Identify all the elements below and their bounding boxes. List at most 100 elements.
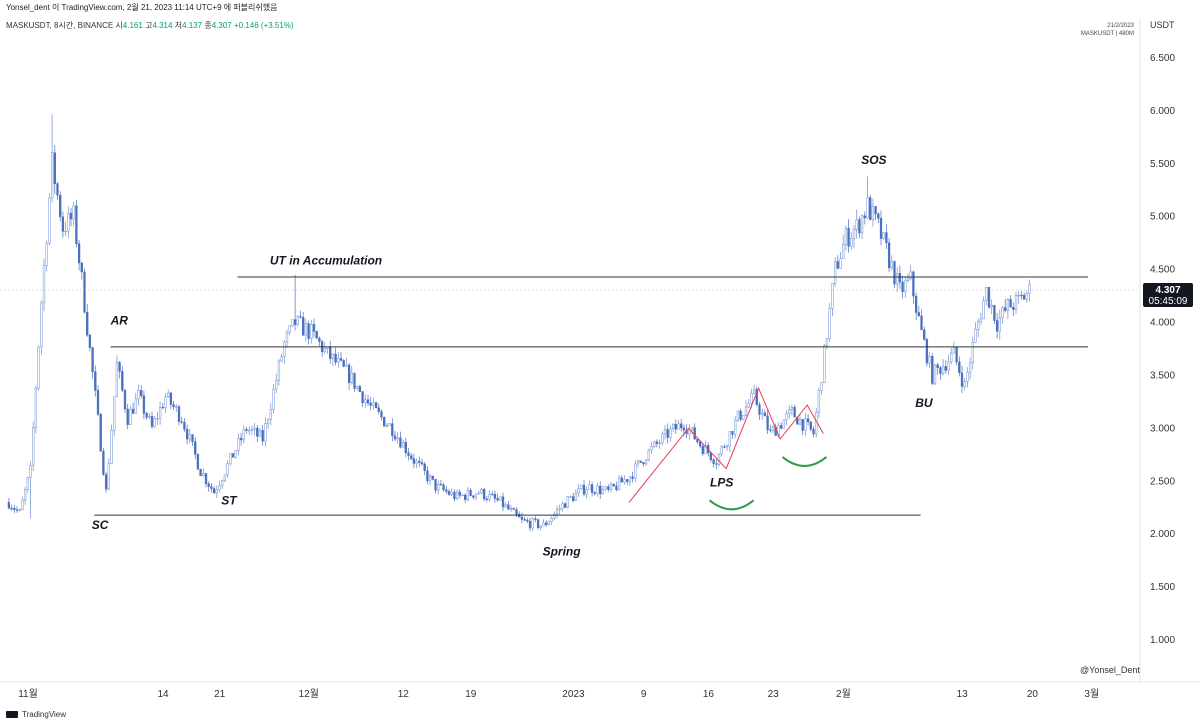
candle bbox=[472, 495, 475, 500]
candle bbox=[804, 413, 807, 436]
candle bbox=[369, 396, 372, 411]
candle bbox=[134, 392, 137, 414]
x-tick-label: 21 bbox=[214, 689, 226, 700]
candle bbox=[204, 472, 208, 488]
candle bbox=[169, 391, 173, 410]
candle bbox=[1004, 298, 1007, 313]
candle bbox=[175, 404, 178, 412]
candle bbox=[701, 443, 704, 457]
candle bbox=[118, 361, 121, 379]
candle bbox=[779, 422, 783, 430]
candle bbox=[32, 421, 35, 472]
candle bbox=[177, 404, 181, 426]
ohlc-open: 4.161 bbox=[122, 21, 143, 30]
candle bbox=[715, 458, 718, 470]
candle bbox=[663, 424, 667, 440]
candle bbox=[631, 471, 634, 483]
candle bbox=[466, 486, 470, 502]
candle bbox=[680, 418, 683, 432]
candle bbox=[958, 356, 961, 377]
chart-stamp: 21/2/2023 MASKUSDT | 480M bbox=[1081, 22, 1134, 38]
candle bbox=[734, 415, 737, 439]
candle bbox=[612, 483, 615, 487]
x-tick-label: 14 bbox=[157, 689, 169, 700]
candle bbox=[526, 517, 529, 524]
candle bbox=[237, 433, 240, 456]
candle bbox=[839, 252, 842, 270]
candle bbox=[747, 399, 750, 408]
candle bbox=[793, 404, 796, 418]
candle bbox=[923, 326, 926, 341]
candle bbox=[215, 485, 218, 499]
symbol-name[interactable]: MASKUSDT, 8시간, BINANCE bbox=[6, 21, 114, 30]
candle bbox=[277, 358, 281, 386]
ohlc-high: 4.314 bbox=[152, 21, 173, 30]
candle bbox=[736, 410, 740, 422]
candle bbox=[245, 426, 248, 434]
candle bbox=[264, 417, 267, 447]
candle bbox=[361, 390, 364, 408]
candle bbox=[1020, 291, 1023, 300]
candle bbox=[450, 488, 453, 497]
impulse-zigzag[interactable] bbox=[628, 386, 824, 503]
candle bbox=[158, 401, 162, 425]
candle bbox=[488, 490, 491, 502]
candle bbox=[107, 458, 110, 491]
candle bbox=[121, 366, 124, 393]
candle bbox=[304, 318, 308, 342]
candle bbox=[604, 485, 607, 491]
candle bbox=[990, 299, 993, 315]
candle bbox=[712, 458, 715, 468]
candle bbox=[887, 237, 891, 273]
candle bbox=[37, 345, 40, 391]
candle bbox=[291, 319, 294, 327]
candle bbox=[917, 306, 920, 317]
support-arc[interactable] bbox=[781, 456, 828, 467]
candle bbox=[199, 468, 202, 476]
candle bbox=[415, 458, 418, 469]
candle bbox=[153, 415, 156, 428]
candle bbox=[642, 461, 645, 467]
candle bbox=[453, 489, 456, 502]
y-tick-label: 6.500 bbox=[1150, 53, 1175, 64]
candle bbox=[283, 340, 286, 365]
y-axis: 6.500 6.000 5.500 5.000 4.500 4.000 3.500 3.000… bbox=[1150, 53, 1175, 646]
candle bbox=[518, 511, 521, 518]
candle bbox=[45, 240, 48, 272]
candle bbox=[48, 193, 51, 246]
candle bbox=[315, 330, 318, 339]
candle bbox=[480, 487, 483, 495]
candle bbox=[933, 364, 937, 386]
brand-name[interactable]: TradingView bbox=[22, 710, 67, 719]
x-tick-label: 12 bbox=[398, 689, 410, 700]
candle bbox=[420, 458, 424, 466]
candle bbox=[40, 300, 43, 356]
x-tick-label: 9 bbox=[641, 689, 647, 700]
candle bbox=[202, 468, 205, 477]
candle bbox=[75, 199, 78, 248]
candle bbox=[936, 362, 939, 375]
candle bbox=[661, 431, 664, 446]
candle bbox=[223, 474, 227, 483]
annotation-sos: SOS bbox=[861, 153, 886, 167]
candle bbox=[185, 424, 189, 445]
candle bbox=[901, 275, 904, 299]
candle bbox=[742, 415, 745, 421]
overlays-group bbox=[628, 386, 828, 511]
candle bbox=[944, 360, 947, 374]
candle bbox=[207, 481, 210, 492]
x-tick-label: 16 bbox=[703, 689, 715, 700]
candle bbox=[15, 506, 19, 513]
candle bbox=[674, 419, 677, 434]
x-tick-label: 23 bbox=[768, 689, 780, 700]
candle bbox=[442, 482, 445, 492]
candle bbox=[261, 424, 264, 446]
support-arc[interactable] bbox=[708, 499, 755, 511]
candle bbox=[194, 437, 197, 460]
candle bbox=[809, 421, 812, 432]
candle bbox=[288, 324, 291, 335]
candle bbox=[145, 411, 148, 420]
candle bbox=[396, 432, 399, 444]
candle bbox=[250, 425, 254, 435]
